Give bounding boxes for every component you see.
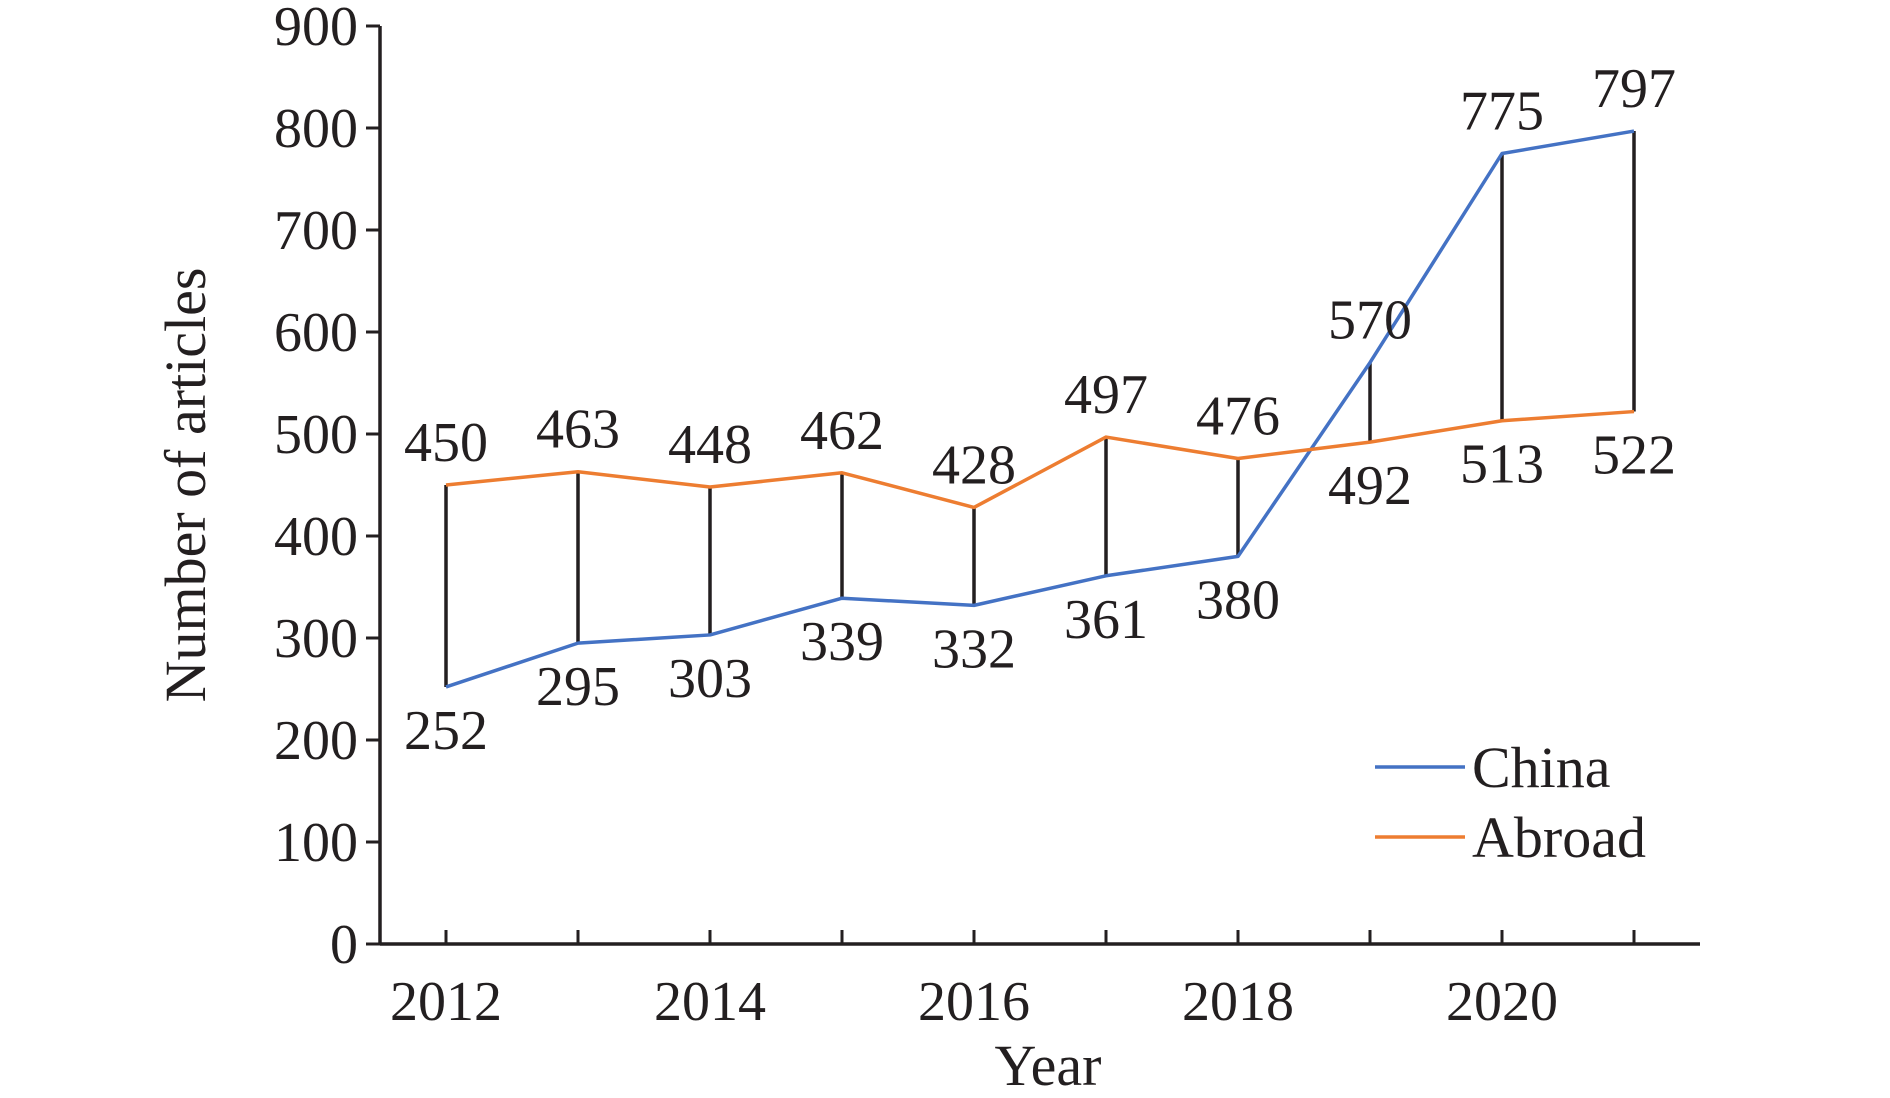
y-tick-label: 500 [274, 404, 358, 466]
data-label-abroad: 448 [668, 414, 752, 476]
y-tick-label: 300 [274, 608, 358, 670]
data-label-china: 332 [932, 618, 1016, 680]
y-tick-label: 600 [274, 302, 358, 364]
data-label-abroad: 463 [536, 399, 620, 461]
data-label-abroad: 462 [800, 400, 884, 462]
series-line-abroad [445, 409, 1635, 510]
legend-label-abroad: Abroad [1472, 805, 1646, 870]
y-axis-title: Number of articles [153, 268, 218, 703]
y-tick-label: 400 [274, 506, 358, 568]
data-label-abroad: 513 [1460, 434, 1544, 496]
data-label-china: 570 [1328, 290, 1412, 352]
data-label-china: 295 [536, 656, 620, 718]
data-label-abroad: 492 [1328, 455, 1412, 517]
y-tick-label: 0 [330, 914, 358, 976]
y-tick-label: 800 [274, 98, 358, 160]
x-tick-label: 2016 [918, 971, 1030, 1033]
data-label-china: 361 [1064, 589, 1148, 651]
y-tick-label: 200 [274, 710, 358, 772]
data-label-abroad: 476 [1196, 385, 1280, 447]
data-label-abroad: 522 [1592, 425, 1676, 487]
data-label-china: 380 [1196, 569, 1280, 631]
y-tick-label: 700 [274, 200, 358, 262]
data-label-china: 775 [1460, 81, 1544, 143]
data-label-china: 303 [668, 648, 752, 710]
x-tick-label: 2020 [1446, 971, 1558, 1033]
x-tick-label: 2018 [1182, 971, 1294, 1033]
data-label-abroad: 497 [1064, 364, 1148, 426]
data-label-china: 797 [1592, 58, 1676, 120]
y-tick-label: 100 [274, 812, 358, 874]
data-label-abroad: 450 [404, 412, 488, 474]
legend-label-china: China [1472, 735, 1611, 800]
x-tick-label: 2014 [654, 971, 766, 1033]
series-line-china [445, 129, 1635, 689]
y-tick-label: 900 [274, 0, 358, 58]
data-label-china: 252 [404, 700, 488, 762]
x-tick-label: 2012 [390, 971, 502, 1033]
data-label-china: 339 [800, 611, 884, 673]
data-label-abroad: 428 [932, 434, 1016, 496]
x-axis-title: Year [995, 1033, 1102, 1098]
